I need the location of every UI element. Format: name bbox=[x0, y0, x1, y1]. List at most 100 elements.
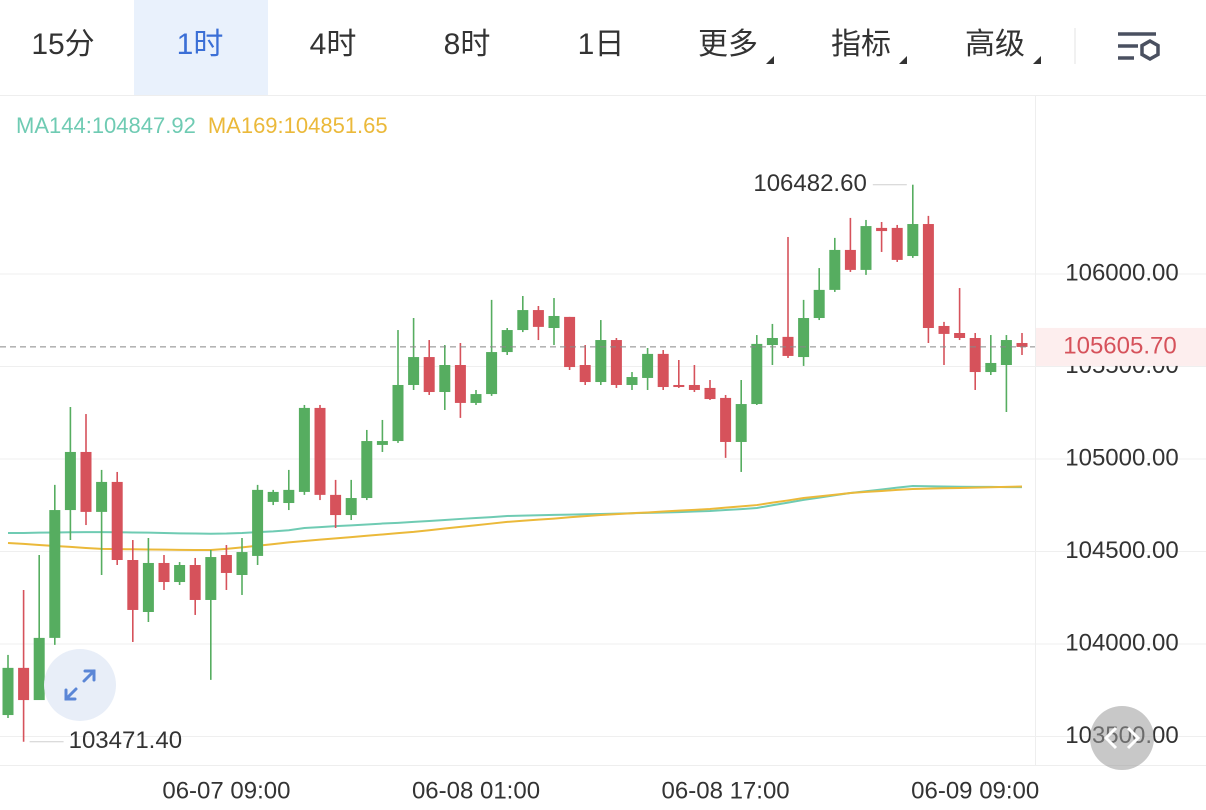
candle-body bbox=[127, 560, 139, 610]
candle-body bbox=[439, 365, 451, 393]
last-price-tag bbox=[1036, 327, 1206, 366]
tab[interactable]: 1时 bbox=[177, 28, 224, 61]
candle-body bbox=[158, 562, 170, 583]
candle-body bbox=[844, 249, 856, 270]
tab[interactable]: 1日 bbox=[578, 28, 625, 61]
candle-body bbox=[876, 227, 888, 232]
y-tick-label: 105000.00 bbox=[1065, 444, 1178, 471]
candle-body bbox=[751, 343, 763, 405]
tab-highlight bbox=[134, 0, 268, 95]
candle-body bbox=[18, 667, 30, 701]
candle-body bbox=[252, 489, 264, 556]
arrow bbox=[64, 687, 78, 701]
candle-body bbox=[408, 357, 420, 385]
arrow-head bbox=[64, 688, 77, 701]
expand-button[interactable] bbox=[44, 649, 116, 721]
candle-body bbox=[766, 337, 778, 346]
candle-body bbox=[236, 552, 248, 575]
y-tick-label: 106000.00 bbox=[1065, 259, 1178, 286]
candle-body bbox=[922, 224, 934, 329]
overlay: 103500.00104000.00104500.00105000.001055… bbox=[29, 170, 1206, 754]
x-tick-label: 06-09 09:00 bbox=[911, 777, 1039, 804]
candle-body bbox=[829, 249, 841, 290]
candle-body bbox=[2, 667, 14, 716]
candle-body bbox=[798, 318, 810, 358]
y-tick-label: 104500.00 bbox=[1065, 537, 1178, 564]
tab[interactable]: 15分 bbox=[31, 28, 94, 61]
tab[interactable]: 更多 bbox=[698, 28, 758, 61]
tab[interactable]: 4时 bbox=[310, 28, 357, 61]
candle-body bbox=[64, 451, 76, 511]
candle-body bbox=[657, 353, 669, 388]
candle-body bbox=[517, 310, 529, 331]
tab[interactable]: 指标 bbox=[831, 28, 891, 61]
candle-body bbox=[813, 289, 825, 319]
candle-body bbox=[532, 310, 544, 327]
dropdown-triangle bbox=[766, 56, 774, 64]
y-tick-label: 104000.00 bbox=[1065, 629, 1178, 656]
chevron bbox=[1126, 726, 1141, 750]
scroll-button[interactable] bbox=[1090, 706, 1154, 770]
candle-body bbox=[501, 330, 513, 353]
candle-body bbox=[283, 489, 295, 504]
last-price-label: 105605.70 bbox=[1063, 332, 1176, 359]
candle-body bbox=[49, 510, 61, 638]
candle-body bbox=[891, 227, 903, 260]
candle-body bbox=[174, 565, 186, 583]
candle-body bbox=[470, 394, 482, 403]
candle-body bbox=[704, 387, 716, 400]
candle-body bbox=[267, 491, 279, 502]
legend-entry: MA144:104847.92 bbox=[16, 113, 196, 138]
candle-body bbox=[969, 337, 981, 373]
candle-body bbox=[938, 325, 950, 334]
candle-body bbox=[673, 384, 685, 388]
candle-body bbox=[688, 384, 700, 390]
legend-entry: MA169:104851.65 bbox=[208, 113, 388, 138]
chevron bbox=[1103, 726, 1118, 750]
candle-body bbox=[548, 315, 560, 329]
plot bbox=[0, 184, 1206, 742]
candle-body bbox=[423, 357, 435, 393]
candle-body bbox=[392, 384, 404, 442]
x-tick-label: 06-07 09:00 bbox=[162, 777, 290, 804]
candle-body bbox=[189, 565, 201, 600]
candle-body bbox=[314, 407, 326, 495]
tab[interactable]: 8时 bbox=[444, 28, 491, 61]
arrow bbox=[82, 669, 96, 683]
candle-body bbox=[907, 224, 919, 257]
icon-hex bbox=[1140, 38, 1160, 62]
candle-body bbox=[735, 404, 747, 442]
candle-body bbox=[454, 365, 466, 403]
high-label: 106482.60 bbox=[753, 170, 866, 197]
candle-body bbox=[298, 407, 310, 492]
candle-body bbox=[782, 336, 794, 356]
candle-body bbox=[860, 226, 872, 270]
tab[interactable]: 高级 bbox=[965, 28, 1025, 61]
candle-body bbox=[96, 481, 108, 512]
x-tick-label: 06-08 01:00 bbox=[412, 777, 540, 804]
candle-body bbox=[642, 353, 654, 378]
low-label: 103471.40 bbox=[69, 727, 182, 754]
dropdown-triangle bbox=[899, 56, 907, 64]
candle-body bbox=[220, 555, 232, 573]
ma-line bbox=[7, 485, 1023, 552]
arrow-head bbox=[83, 669, 96, 682]
candle-body bbox=[954, 332, 966, 338]
candle-body bbox=[486, 352, 498, 395]
candle-body bbox=[142, 562, 154, 612]
candle-body bbox=[345, 498, 357, 516]
candle-body bbox=[720, 397, 732, 442]
candle-body bbox=[595, 340, 607, 383]
candle-body bbox=[376, 441, 388, 445]
candle-body bbox=[985, 362, 997, 373]
candle-body bbox=[564, 316, 576, 368]
scroll-circle bbox=[1090, 706, 1154, 770]
candle-body bbox=[626, 377, 638, 385]
candle-body bbox=[1000, 340, 1012, 366]
candle-body bbox=[610, 340, 622, 385]
candle-body bbox=[205, 557, 217, 600]
settings-icon[interactable] bbox=[1118, 32, 1160, 62]
expand-circle bbox=[44, 649, 116, 721]
